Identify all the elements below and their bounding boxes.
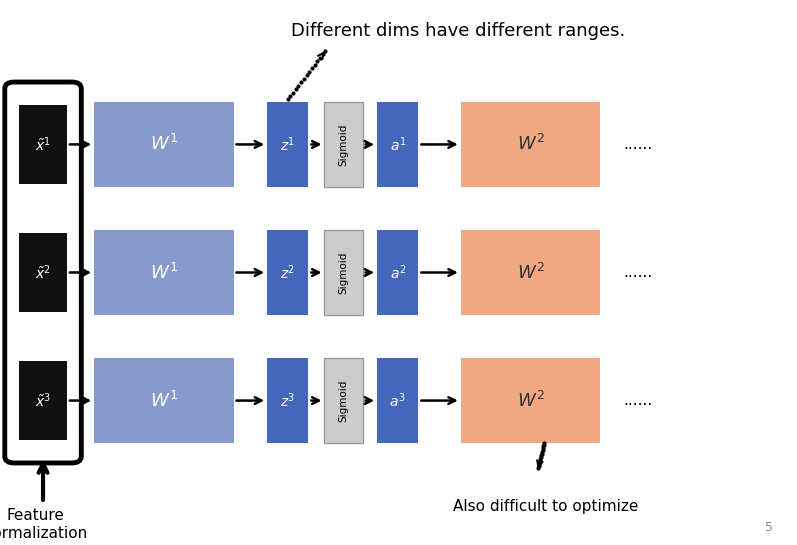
Text: ......: ...... [623,137,652,152]
Text: $\tilde{x}^3$: $\tilde{x}^3$ [35,391,51,410]
Text: $a^1$: $a^1$ [390,135,406,154]
Text: $z^2$: $z^2$ [280,263,296,282]
Text: $z^3$: $z^3$ [280,391,296,410]
Text: $z^1$: $z^1$ [280,135,296,154]
Text: $W^1$: $W^1$ [150,135,178,154]
Text: Sigmoid: Sigmoid [339,379,348,422]
Text: $W^2$: $W^2$ [516,391,544,410]
FancyBboxPatch shape [324,230,363,315]
Text: Sigmoid: Sigmoid [339,251,348,294]
FancyBboxPatch shape [324,359,363,443]
FancyBboxPatch shape [324,102,363,186]
FancyBboxPatch shape [94,230,234,315]
FancyBboxPatch shape [377,359,418,443]
FancyBboxPatch shape [377,230,418,315]
Text: $W^2$: $W^2$ [516,135,544,154]
FancyBboxPatch shape [267,230,308,315]
Text: $W^2$: $W^2$ [516,263,544,282]
Text: $a^2$: $a^2$ [390,263,406,282]
FancyBboxPatch shape [461,230,600,315]
Text: $W^1$: $W^1$ [150,263,178,282]
Text: $\tilde{x}^1$: $\tilde{x}^1$ [35,135,51,154]
Text: 5: 5 [765,521,773,534]
FancyBboxPatch shape [461,102,600,186]
FancyBboxPatch shape [5,82,81,463]
FancyBboxPatch shape [94,102,234,186]
Text: $a^3$: $a^3$ [390,391,406,410]
FancyBboxPatch shape [267,359,308,443]
FancyBboxPatch shape [94,359,234,443]
Text: ......: ...... [623,393,652,408]
Text: $\tilde{x}^2$: $\tilde{x}^2$ [35,263,51,282]
Text: ......: ...... [623,265,652,280]
FancyBboxPatch shape [377,102,418,186]
FancyBboxPatch shape [267,102,308,186]
Text: Sigmoid: Sigmoid [339,123,348,166]
Text: $W^1$: $W^1$ [150,391,178,410]
FancyBboxPatch shape [19,233,67,312]
FancyBboxPatch shape [19,105,67,184]
FancyBboxPatch shape [19,361,67,440]
Text: Also difficult to optimize: Also difficult to optimize [453,499,638,514]
Text: Feature
Normalization: Feature Normalization [0,508,88,541]
FancyBboxPatch shape [461,359,600,443]
Text: Different dims have different ranges.: Different dims have different ranges. [291,22,626,40]
